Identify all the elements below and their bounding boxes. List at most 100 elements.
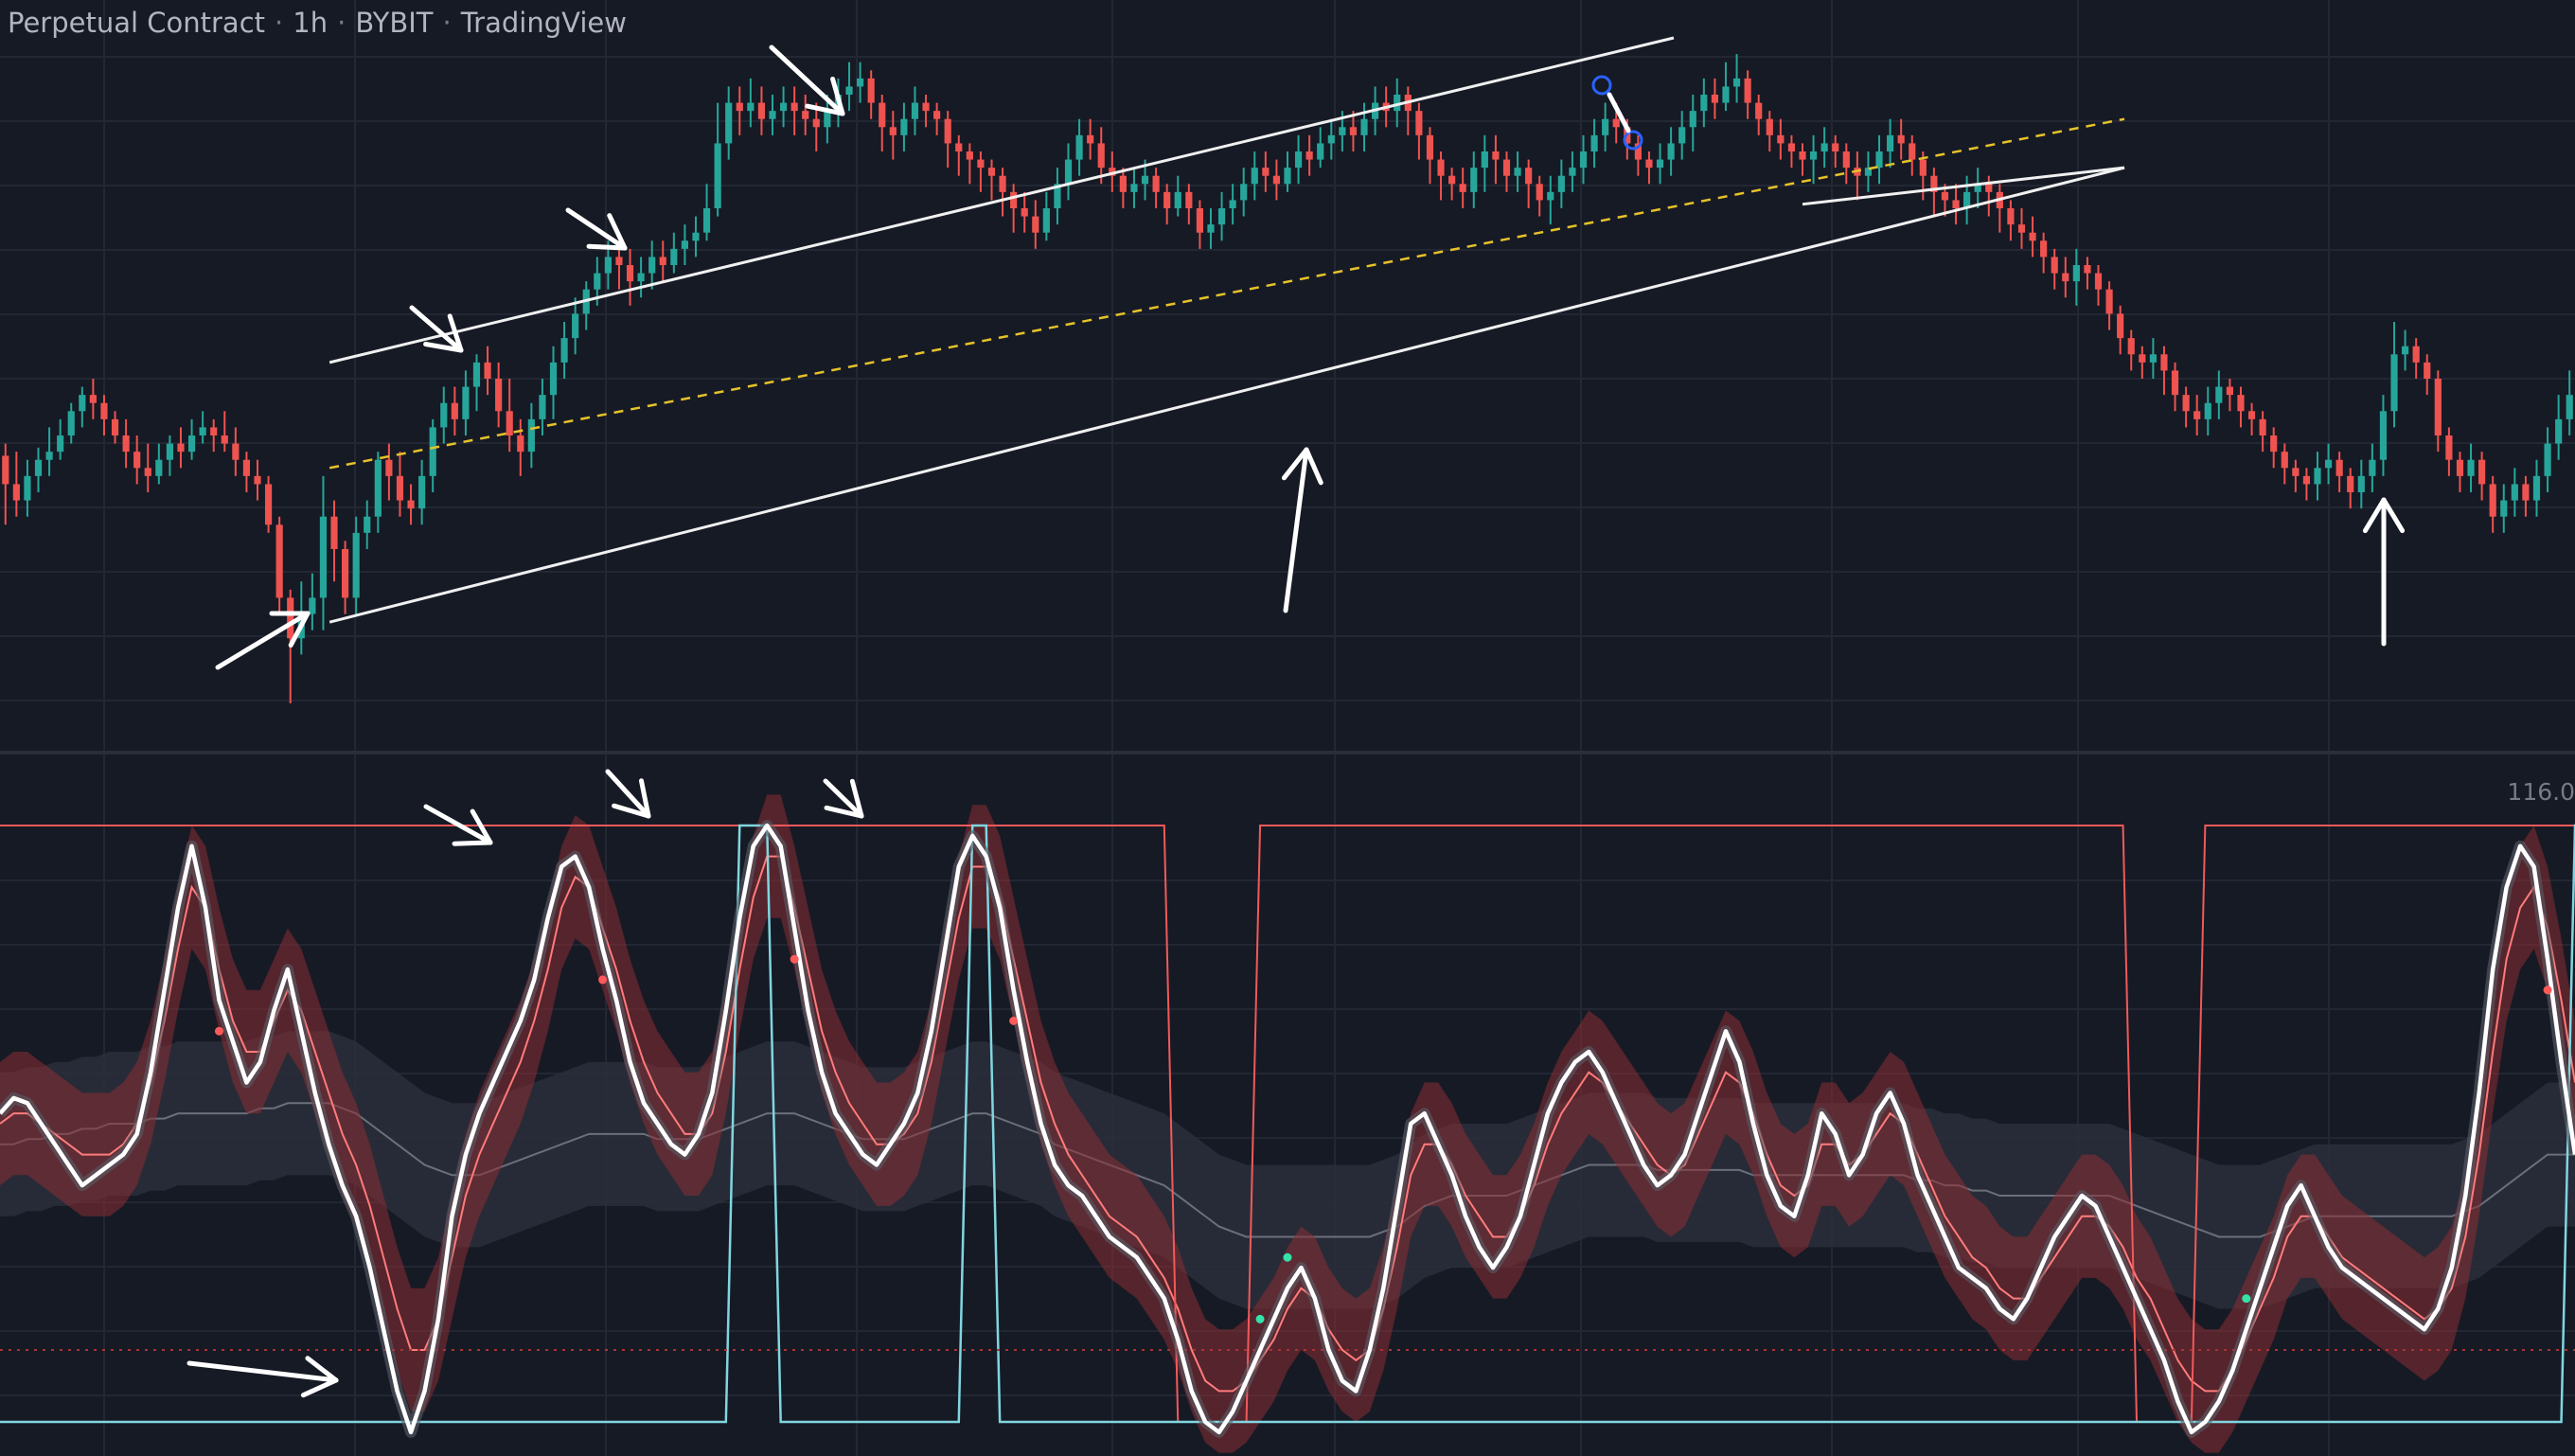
- channel-line: [329, 117, 2125, 470]
- candle: [560, 322, 568, 379]
- candle-body: [2237, 395, 2245, 412]
- candle: [166, 435, 173, 476]
- candle: [155, 443, 163, 485]
- candle-body: [1678, 127, 1686, 144]
- candle-body: [418, 475, 426, 509]
- candle: [572, 297, 579, 355]
- candle-body: [779, 102, 788, 112]
- candle: [2532, 459, 2541, 517]
- candle: [79, 386, 86, 428]
- interval-label[interactable]: 1h: [293, 7, 329, 39]
- candle: [1887, 118, 1894, 169]
- arrow-icon: [823, 778, 864, 819]
- candle-body: [1766, 118, 1773, 135]
- candle: [89, 379, 97, 419]
- candle-body: [2040, 240, 2048, 257]
- candle-body: [166, 443, 173, 460]
- arrow-icon: [423, 804, 493, 846]
- candle-body: [1032, 216, 1039, 233]
- candle-body: [1109, 168, 1116, 176]
- candle: [1700, 78, 1708, 128]
- candle: [1284, 151, 1291, 192]
- candle: [2171, 362, 2179, 412]
- candle-body: [2149, 354, 2157, 363]
- candle-body: [2171, 370, 2179, 396]
- candle: [67, 402, 75, 444]
- candle: [911, 86, 919, 135]
- candle: [2434, 370, 2442, 453]
- candle-body: [922, 102, 930, 112]
- candle: [232, 427, 240, 476]
- symbol-title[interactable]: Perpetual Contract: [8, 7, 266, 39]
- candle: [187, 418, 196, 460]
- candle: [1262, 151, 1270, 192]
- arrow-head: [607, 213, 628, 251]
- candle: [1722, 62, 1730, 112]
- signal-dot-red: [214, 1026, 223, 1036]
- candle: [648, 240, 656, 290]
- signal-dot-green: [1255, 1314, 1265, 1323]
- candle-body: [57, 435, 64, 453]
- candle: [1864, 151, 1873, 192]
- candle: [539, 379, 546, 435]
- chart-header: Perpetual Contract · 1h · BYBIT · Tradin…: [8, 4, 627, 42]
- candle: [1349, 111, 1358, 151]
- candle-body: [275, 524, 283, 598]
- candle: [802, 95, 809, 135]
- candle-body: [1590, 134, 1598, 151]
- candle-body: [2029, 232, 2036, 241]
- candle: [111, 411, 119, 444]
- candle-body: [1941, 191, 1949, 201]
- marker-arrow: [1607, 92, 1631, 133]
- candle: [2040, 232, 2048, 274]
- candle: [857, 62, 864, 103]
- candle: [472, 354, 481, 412]
- candle-body: [790, 102, 798, 112]
- candle: [1360, 102, 1368, 151]
- candle-body: [12, 484, 20, 501]
- candle-body: [1536, 184, 1543, 201]
- price-panel[interactable]: [2, 36, 2573, 703]
- arrow-icon: [409, 305, 464, 353]
- candle: [944, 111, 951, 169]
- candle-body: [1875, 151, 1883, 169]
- arrow-head: [305, 1356, 339, 1383]
- candle: [1547, 175, 1554, 225]
- candle-body: [2084, 265, 2091, 274]
- candle: [2084, 257, 2091, 290]
- candle: [987, 159, 996, 201]
- candle-body: [1985, 184, 1993, 192]
- candle-body: [966, 151, 973, 160]
- candle: [122, 418, 130, 469]
- arrow-head: [612, 803, 651, 819]
- candle-body: [79, 395, 86, 412]
- candle-body: [264, 484, 273, 525]
- candle-body: [330, 516, 338, 549]
- candle: [1130, 168, 1138, 208]
- candle-body: [2544, 443, 2551, 476]
- candle: [1557, 159, 1565, 208]
- candle-body: [2445, 435, 2453, 460]
- candle-body: [1645, 159, 1653, 169]
- candle: [1766, 111, 1773, 151]
- candle-body: [987, 168, 996, 176]
- candle-body: [1305, 151, 1313, 160]
- candle-body: [670, 248, 678, 265]
- candle: [1525, 159, 1533, 208]
- oscillator-panel[interactable]: [0, 794, 2575, 1453]
- arrow-shaft: [565, 207, 628, 251]
- candle: [1042, 191, 1050, 241]
- candle: [527, 402, 535, 469]
- candle: [2094, 265, 2103, 306]
- candle-body: [342, 549, 349, 598]
- candle-body: [2292, 468, 2300, 476]
- candle-body: [1525, 168, 1533, 185]
- candle: [845, 62, 853, 112]
- candle: [2302, 468, 2311, 501]
- candle-body: [210, 427, 218, 435]
- candle-body: [944, 118, 951, 144]
- signal-band: [0, 794, 2575, 1453]
- candle: [100, 395, 108, 435]
- candle: [57, 418, 64, 460]
